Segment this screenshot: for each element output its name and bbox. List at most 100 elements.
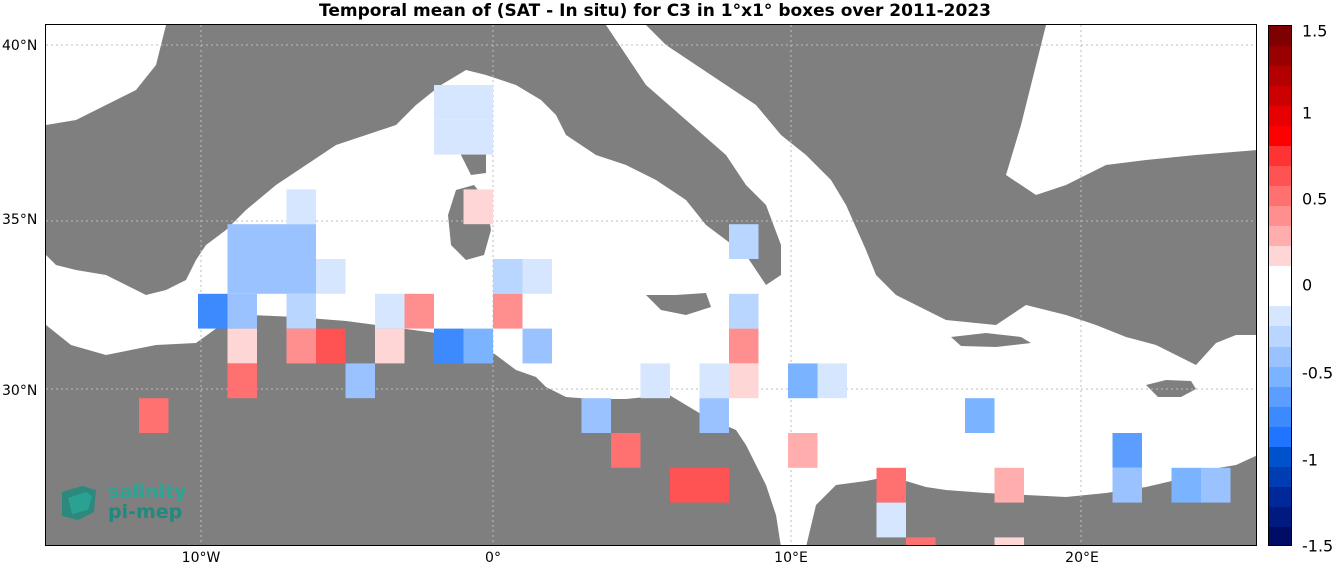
- anomaly-cell: [139, 398, 169, 433]
- anomaly-cell: [788, 433, 818, 468]
- anomaly-cell: [670, 467, 700, 503]
- anomaly-cell: [994, 467, 1024, 503]
- anomaly-cell: [906, 537, 936, 545]
- anomaly-cell: [729, 293, 759, 329]
- colorbar-segment: [1269, 366, 1291, 387]
- anomaly-cell: [876, 502, 906, 538]
- anomaly-cells: [139, 85, 1231, 545]
- anomaly-cell: [434, 85, 464, 120]
- colorbar-segment: [1269, 406, 1291, 427]
- anomaly-cell: [375, 328, 405, 364]
- anomaly-cell: [227, 259, 257, 294]
- map-panel: [45, 24, 1257, 546]
- anomaly-cell: [699, 398, 729, 433]
- atlantic-sea: [46, 25, 166, 125]
- anomaly-cell: [257, 259, 287, 294]
- anomaly-cell: [434, 119, 464, 155]
- colorbar-segment: [1269, 206, 1291, 227]
- colorbar-segment: [1269, 126, 1291, 147]
- lat-label-35n: 35°N: [2, 212, 38, 228]
- anomaly-cell: [493, 293, 523, 329]
- logo-text-pimep: pi-mep: [108, 501, 183, 523]
- anomaly-cell: [375, 293, 405, 329]
- colorbar: [1268, 25, 1292, 546]
- colorbar-segment: [1269, 166, 1291, 187]
- anomaly-cell: [463, 189, 493, 225]
- anomaly-cell: [227, 363, 257, 399]
- colorbar-segment: [1269, 46, 1291, 67]
- lon-label-0: 0°: [485, 550, 501, 566]
- anomaly-cell: [463, 328, 493, 364]
- colorbar-tick-1: 1: [1302, 103, 1313, 123]
- colorbar-segment: [1269, 266, 1291, 287]
- anomaly-cell: [1201, 467, 1231, 503]
- colorbar-segment: [1269, 26, 1291, 47]
- anomaly-cell: [286, 189, 316, 225]
- anomaly-cell: [965, 398, 995, 433]
- anomaly-cell: [522, 328, 552, 364]
- anomaly-cell: [434, 328, 464, 364]
- anomaly-cell: [522, 259, 552, 294]
- colorbar-tick-1-5: 1.5: [1302, 21, 1328, 41]
- anomaly-cell: [198, 293, 228, 329]
- anomaly-cell: [404, 293, 434, 329]
- colorbar-segment: [1269, 66, 1291, 87]
- anomaly-cell: [316, 328, 346, 364]
- anomaly-cell: [286, 293, 316, 329]
- anomaly-cell: [1112, 433, 1142, 468]
- sicily-island: [646, 293, 711, 315]
- colorbar-segment: [1269, 506, 1291, 527]
- logo-text-salinity: salinity: [108, 481, 187, 503]
- colorbar-tick-minus-0-5: -0.5: [1302, 363, 1334, 383]
- anomaly-cell: [463, 85, 493, 120]
- anomaly-cell: [581, 398, 611, 433]
- colorbar-segment: [1269, 186, 1291, 207]
- anomaly-cell: [994, 537, 1024, 545]
- colorbar-tick-minus-1-5: -1.5: [1302, 536, 1334, 556]
- anomaly-cell: [729, 328, 759, 364]
- sea-area: [46, 25, 1256, 545]
- crete-island: [951, 333, 1031, 347]
- anomaly-cell: [729, 363, 759, 399]
- anomaly-cell: [286, 224, 316, 259]
- anomaly-cell: [1112, 467, 1142, 503]
- anomaly-cell: [640, 363, 670, 399]
- colorbar-tick-minus-1: -1: [1302, 450, 1318, 470]
- anomaly-cell: [316, 259, 346, 294]
- colorbar-segment: [1269, 246, 1291, 267]
- lon-label-20e: 20°E: [1065, 550, 1099, 566]
- anomaly-cell: [788, 363, 818, 399]
- lon-label-10e: 10°E: [774, 550, 808, 566]
- colorbar-segment: [1269, 106, 1291, 127]
- colorbar-segment: [1269, 306, 1291, 327]
- anomaly-cell: [611, 433, 641, 468]
- colorbar-segment: [1269, 446, 1291, 467]
- colorbar-segment: [1269, 386, 1291, 407]
- anomaly-cell: [227, 224, 257, 259]
- anomaly-cell: [699, 363, 729, 399]
- map-canvas: [46, 25, 1256, 545]
- colorbar-segment: [1269, 86, 1291, 107]
- anomaly-cell: [257, 224, 287, 259]
- anomaly-cell: [817, 363, 847, 399]
- salinity-pimep-logo: salinity pi-mep: [58, 480, 198, 526]
- lat-label-40n: 40°N: [2, 38, 38, 54]
- anomaly-cell: [463, 119, 493, 155]
- lat-label-30n: 30°N: [2, 383, 38, 399]
- logo-mark-icon: [62, 486, 96, 520]
- anomaly-cell: [345, 363, 375, 399]
- anomaly-cell: [1171, 467, 1201, 503]
- anomaly-cell: [729, 224, 759, 259]
- anomaly-cell: [286, 259, 316, 294]
- anomaly-cell: [699, 467, 729, 503]
- colorbar-segment: [1269, 226, 1291, 247]
- map-title: Temporal mean of (SAT - In situ) for C3 …: [319, 1, 991, 21]
- colorbar-segment: [1269, 486, 1291, 507]
- colorbar-segment: [1269, 466, 1291, 487]
- anomaly-cell: [286, 328, 316, 364]
- colorbar-segment: [1269, 526, 1291, 545]
- colorbar-segment: [1269, 326, 1291, 347]
- colorbar-segment: [1269, 426, 1291, 447]
- colorbar-tick-0: 0: [1302, 275, 1313, 295]
- lon-label-10w: 10°W: [181, 550, 221, 566]
